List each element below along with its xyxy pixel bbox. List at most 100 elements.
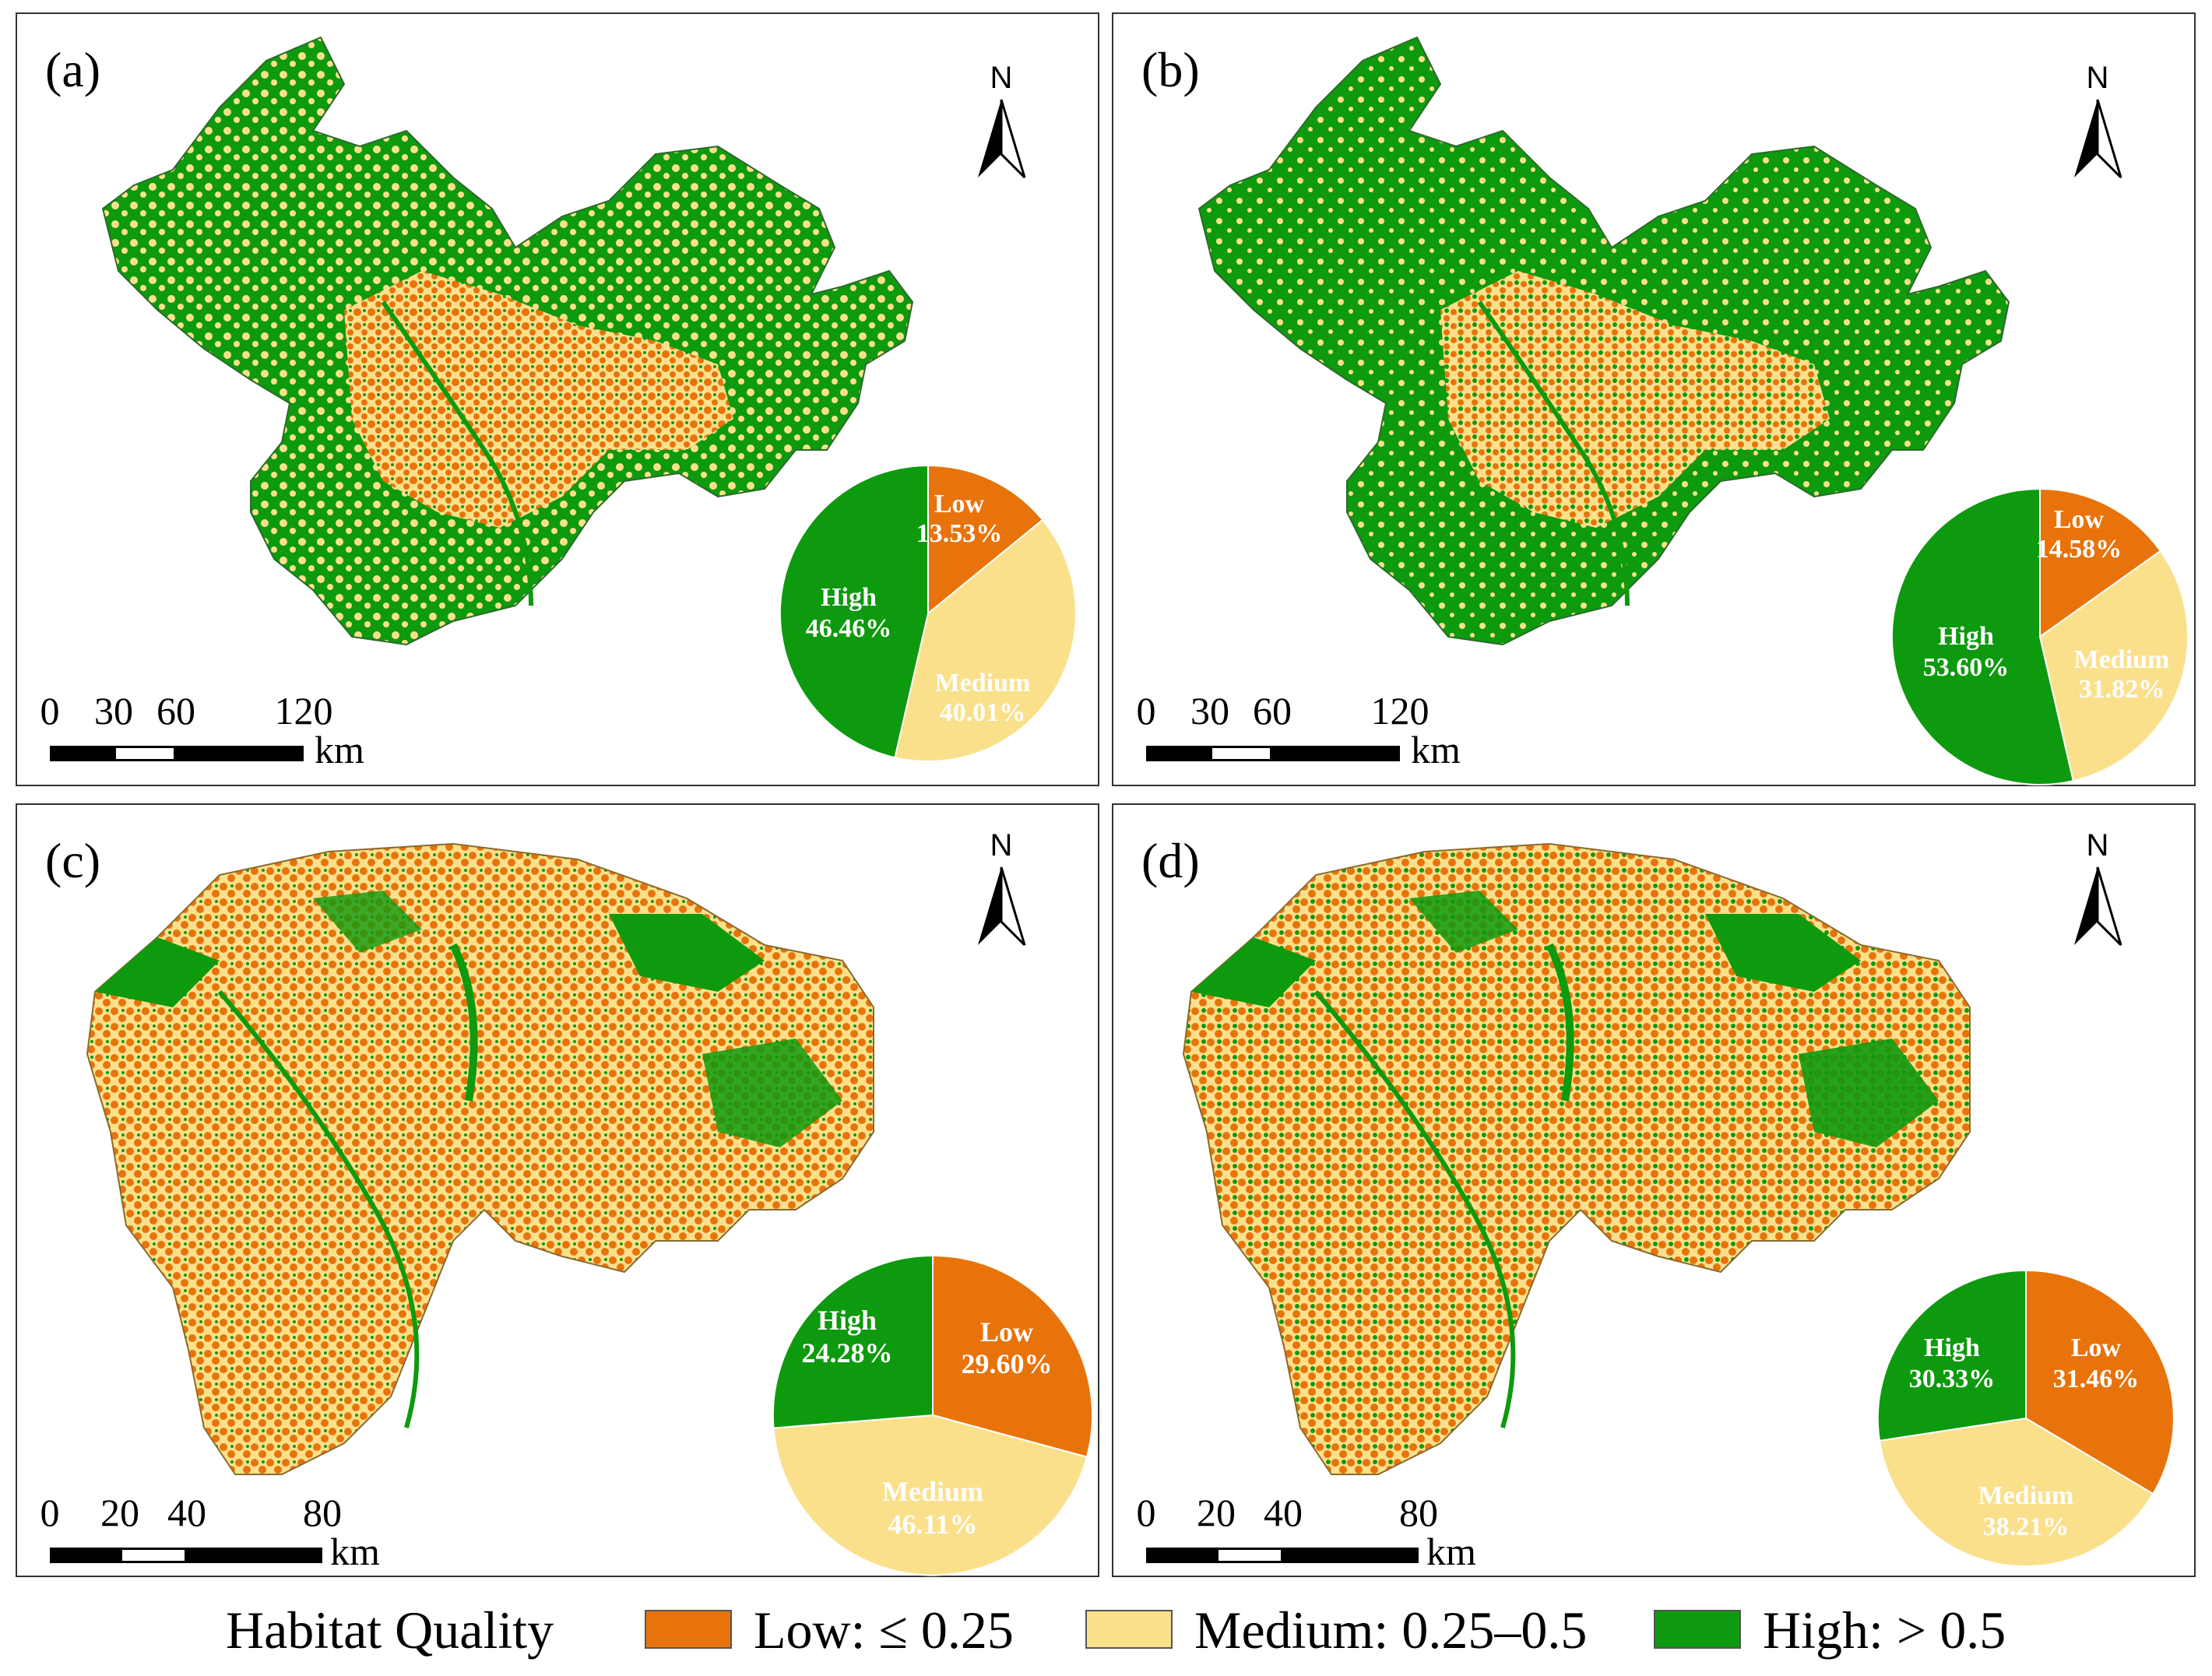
scale-segment: [176, 746, 304, 761]
north-arrow: N: [2066, 828, 2129, 953]
habitat-pie-chart: Low 14.58% Medium 31.82% High 53.60%: [1890, 487, 2189, 785]
panel-a: (a) N 0 30 60 120: [16, 12, 1099, 786]
habitat-quality-map: [1197, 36, 2010, 646]
panel-label: (a): [45, 42, 101, 97]
legend-swatch-high: [1654, 1610, 1741, 1649]
north-label: N: [990, 61, 1013, 95]
scale-segment: [1272, 746, 1400, 761]
pie-slice-high: [1890, 487, 2074, 785]
habitat-quality-map: [1182, 842, 1971, 1475]
north-arrow-icon: [2074, 866, 2122, 947]
scale-tick: 60: [156, 689, 195, 733]
pie-label-medium-value: 46.11%: [888, 1509, 977, 1540]
scale-tick: 120: [274, 689, 333, 733]
scale-segment: [50, 1548, 120, 1563]
region-outline: [86, 842, 874, 1475]
pie-slice-medium: [894, 518, 1077, 763]
scale-segment: [50, 746, 114, 761]
north-arrow: N: [2066, 61, 2129, 185]
scale-tick: 0: [40, 689, 60, 733]
panel-label: (c): [45, 833, 101, 888]
pie-slice-low: [2025, 1269, 2175, 1495]
pie-label-medium-name: Medium: [935, 669, 1031, 697]
north-arrow: N: [970, 61, 1032, 185]
panel-b: (b) N 0 30 60 120: [1112, 12, 2196, 786]
north-label: N: [2086, 828, 2109, 863]
scale-tick: 30: [94, 689, 133, 733]
river: [1313, 990, 1516, 1428]
pie-label-medium-name: Medium: [1978, 1481, 2074, 1510]
pie-slice-high: [779, 464, 929, 759]
scale-unit: km: [315, 728, 364, 771]
pie-slice-low: [2039, 487, 2162, 638]
pie-slice-low: [927, 464, 1044, 616]
map-legend: Habitat Quality Low: ≤ 0.25 Medium: 0.25…: [0, 1588, 2212, 1666]
river: [1546, 943, 1574, 1102]
pie-slice-high: [1876, 1269, 2027, 1442]
pie-label-medium-value: 31.82%: [2079, 675, 2165, 704]
pie-label-low-value: 31.46%: [2053, 1365, 2140, 1393]
habitat-quality-map: [101, 36, 914, 646]
pie-label-low-name: Low: [2071, 1333, 2122, 1362]
scale-tick: 0: [1136, 1491, 1156, 1534]
scale-unit: km: [1411, 728, 1461, 771]
forest-patch: [1799, 1038, 1939, 1147]
scale-segment: [1283, 1548, 1419, 1563]
pie-label-medium-value: 40.01%: [940, 698, 1026, 727]
pie-label-low-name: Low: [934, 490, 985, 518]
panel-label: (b): [1141, 42, 1200, 97]
panel-d: (d) N 0 20 40 80 km: [1112, 803, 2196, 1577]
scale-tick: 120: [1370, 689, 1430, 733]
legend-swatch-medium: [1085, 1610, 1173, 1649]
scale-segment: [1146, 1548, 1216, 1563]
pie-label-low-name: Low: [980, 1316, 1033, 1347]
pie-label-high-value: 24.28%: [802, 1337, 893, 1369]
pie-label-high-name: High: [1924, 1333, 1980, 1362]
scale-bar: 0 20 40 80 km: [1136, 1491, 1512, 1579]
urban-core: [1440, 271, 1830, 528]
north-label: N: [2086, 61, 2109, 95]
scale-segment: [1210, 746, 1272, 761]
river: [217, 990, 420, 1428]
pie-label-medium-name: Medium: [2074, 645, 2170, 674]
scale-tick: 20: [1197, 1491, 1236, 1534]
panel-label: (d): [1141, 833, 1200, 888]
habitat-quality-map: [86, 842, 874, 1475]
pie-label-medium-name: Medium: [882, 1476, 983, 1507]
pie-label-high-value: 46.46%: [806, 614, 892, 643]
river: [449, 943, 478, 1102]
scale-segment: [120, 1548, 187, 1563]
pie-label-high-value: 30.33%: [1909, 1365, 1996, 1393]
legend-label-medium: Medium: 0.25–0.5: [1194, 1600, 1588, 1660]
region-outline: [1182, 842, 1971, 1475]
scale-bar: 0 30 60 120 km: [40, 689, 385, 777]
legend-swatch-low: [645, 1610, 732, 1649]
pie-slice-medium: [2038, 550, 2189, 782]
scale-segment: [114, 746, 176, 761]
forest-patch: [1705, 914, 1861, 992]
scale-segment: [187, 1548, 322, 1563]
scale-tick: 80: [303, 1491, 342, 1534]
pie-label-low-value: 13.53%: [916, 519, 1003, 548]
north-arrow: N: [970, 828, 1032, 953]
pie-label-high-value: 53.60%: [1923, 653, 2010, 682]
pie-slice-low: [932, 1254, 1093, 1458]
legend-label-low: Low: ≤ 0.25: [754, 1600, 1014, 1660]
scale-tick: 20: [100, 1491, 139, 1534]
pie-label-high-name: High: [821, 583, 877, 612]
scale-tick: 40: [1264, 1491, 1303, 1534]
pie-slice-medium: [1878, 1417, 2154, 1568]
forest-patch: [1409, 891, 1518, 953]
pie-slice-high: [772, 1254, 934, 1429]
scale-unit: km: [330, 1530, 380, 1573]
forest-patch: [313, 891, 422, 953]
pie-label-medium-value: 38.21%: [1983, 1513, 2070, 1541]
forest-patch: [95, 937, 220, 1007]
urban-core: [344, 271, 733, 528]
scale-tick: 80: [1399, 1491, 1438, 1534]
legend-label-high: High: > 0.5: [1763, 1600, 2006, 1660]
forest-patch: [702, 1038, 842, 1147]
scale-tick: 0: [1136, 689, 1156, 733]
forest-patch: [1191, 937, 1316, 1007]
scale-unit: km: [1426, 1530, 1476, 1573]
